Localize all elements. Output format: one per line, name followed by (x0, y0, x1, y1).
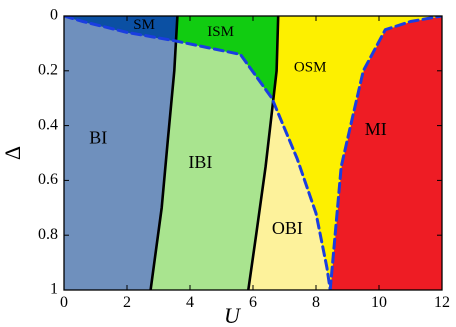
region-label-bi: BI (89, 127, 107, 147)
y-tick-label: 0.4 (38, 116, 58, 133)
y-axis-label: Δ (0, 146, 25, 160)
boundary-solid-interband-orbital (247, 16, 280, 290)
x-tick-label: 6 (249, 294, 257, 311)
region-label-sm: SM (133, 17, 155, 33)
x-tick-label: 10 (371, 294, 387, 311)
y-tick-label: 0.6 (38, 171, 58, 188)
x-tick-label: 2 (123, 294, 131, 311)
y-tick-label: 0 (50, 7, 58, 24)
region-label-mi: MI (365, 119, 387, 139)
region-label-ibi: IBI (188, 152, 212, 172)
x-tick-label: 8 (312, 294, 320, 311)
region-label-obi: OBI (272, 218, 303, 238)
x-axis-label: U (224, 303, 242, 327)
y-tick-label: 0.2 (38, 61, 58, 78)
boundary-dashed-metal-insulator (64, 16, 332, 290)
region-label-ism: ISM (207, 24, 234, 40)
boundary-solid-band-interband (149, 16, 179, 290)
boundary-dashed-orbital-mott (328, 16, 442, 290)
x-tick-label: 0 (60, 294, 68, 311)
x-tick-label: 4 (186, 294, 194, 311)
y-tick-label: 1 (50, 281, 58, 298)
x-tick-label: 12 (434, 294, 450, 311)
region-label-osm: OSM (294, 60, 327, 76)
y-tick-label: 0.8 (38, 226, 58, 243)
